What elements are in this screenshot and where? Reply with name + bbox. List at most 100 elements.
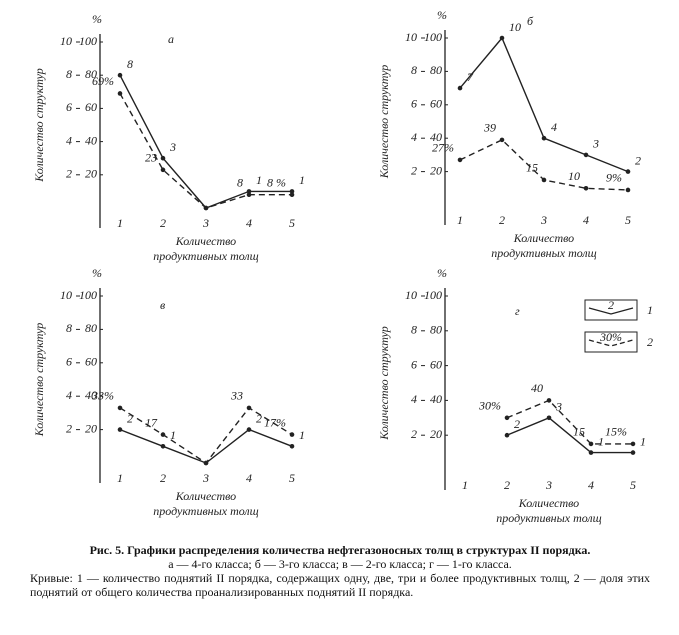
data-point (160, 167, 166, 173)
x-tick-label: 3 (202, 216, 209, 230)
series-line (119, 428, 293, 464)
data-label: 2 (514, 417, 520, 431)
y-axis-label: Количество структур (32, 68, 46, 183)
x-tick-label: 1 (117, 216, 123, 230)
data-label: 69% (92, 74, 114, 88)
data-label: 8 % (267, 175, 286, 189)
data-label: 4 (551, 120, 557, 134)
legend-line (588, 307, 634, 315)
data-label: 15 (573, 425, 585, 439)
y2-tick-label: 20 (85, 421, 97, 435)
data-label: 1 (640, 434, 646, 448)
y-tick-label: 10 (60, 288, 72, 302)
x-tick-label: 2 (160, 471, 166, 485)
x-tick-label: 2 (160, 216, 166, 230)
y-tick-label: 4 (66, 133, 72, 147)
data-point (504, 415, 510, 421)
data-label: 27% (432, 141, 454, 155)
y2-tick-label: 80 (430, 323, 442, 337)
data-point (117, 405, 123, 411)
x-axis-label: продуктивных толщ (496, 511, 601, 525)
data-point (246, 192, 252, 198)
x-axis-label: продуктивных толщ (153, 249, 258, 263)
y-axis-label: Количество структур (32, 323, 46, 438)
data-point (289, 432, 295, 437)
y-axis-label: Количество структур (377, 65, 391, 180)
data-point (625, 169, 631, 174)
series-line (506, 399, 633, 445)
y-tick-label: 4 (411, 392, 417, 406)
data-point (289, 192, 295, 198)
data-label: 39 (483, 121, 496, 135)
charts: а Количество структур% 2 4 6 8 10 20 40 60 80 100 1 2… (32, 8, 653, 525)
x-tick-label: 4 (246, 471, 252, 485)
panel-label: в (160, 298, 165, 312)
legend-box (584, 331, 638, 353)
y-tick-label: 6 (66, 355, 72, 369)
x-axis-label: Количество (513, 231, 574, 245)
data-label: 1 (256, 173, 262, 187)
data-point (289, 189, 295, 194)
y-tick-label: 10 (60, 34, 72, 48)
x-tick-label: 5 (625, 213, 631, 227)
data-label: 15 (526, 161, 538, 175)
data-point (246, 189, 252, 194)
y-tick-label: 6 (411, 357, 417, 371)
y-tick-label: 6 (66, 100, 72, 114)
data-point (546, 415, 552, 421)
data-point (160, 432, 166, 437)
x-axis-label: продуктивных толщ (153, 504, 258, 518)
y2-tick-label: 80 (430, 63, 442, 77)
x-tick-label: 3 (202, 471, 209, 485)
data-label: 33% (91, 389, 114, 403)
data-label: 1 (170, 428, 176, 442)
panel-label: а (168, 32, 174, 46)
x-axis-label: Количество (175, 234, 236, 248)
data-label: 1 (598, 434, 604, 448)
y-tick-label: 6 (411, 97, 417, 111)
y2-tick-label: 80 (85, 67, 97, 81)
y2-tick-label: 20 (85, 167, 97, 181)
y-tick-label: 2 (411, 427, 417, 441)
data-label: 17% (264, 415, 286, 429)
y-tick-label: 10 (405, 30, 417, 44)
panel-label: б (527, 14, 534, 28)
data-point (583, 186, 589, 191)
y2-tick-label: 40 (430, 130, 442, 144)
caption: Рис. 5. Графики распределения количества… (30, 543, 650, 599)
data-label: 1 (299, 173, 305, 187)
x-tick-label: 5 (630, 478, 636, 492)
y2-tick-label: 100 (424, 288, 442, 302)
caption-title: Рис. 5. Графики распределения количества… (89, 543, 591, 557)
panel-label: г (515, 304, 520, 318)
y2-tick-label: 40 (430, 392, 442, 406)
y2-tick-label: 100 (424, 30, 442, 44)
x-tick-label: 1 (462, 478, 468, 492)
data-point (246, 405, 252, 411)
data-point (546, 398, 552, 403)
legend-label: 2 (647, 335, 653, 349)
data-label: 2 (256, 411, 262, 425)
x-tick-label: 4 (588, 478, 594, 492)
data-point (588, 441, 594, 447)
x-tick-label: 2 (504, 478, 510, 492)
data-point (203, 460, 209, 466)
data-label: 23 (145, 151, 157, 165)
data-label: 3 (555, 400, 562, 414)
data-point (160, 444, 166, 449)
x-tick-label: 4 (583, 213, 589, 227)
data-label: 15% (605, 425, 627, 439)
series-line (459, 139, 629, 191)
y-tick-label: 10 (405, 288, 417, 302)
series-line (459, 36, 629, 173)
data-point (499, 137, 505, 143)
x-tick-label: 1 (457, 213, 463, 227)
series-line (506, 416, 633, 454)
data-point (117, 72, 123, 78)
data-label: 17 (145, 415, 158, 429)
y2-tick-label: 60 (85, 100, 97, 114)
y-tick-label: 8 (66, 67, 72, 81)
x-axis-label: Количество (518, 496, 579, 510)
data-point (457, 85, 463, 91)
